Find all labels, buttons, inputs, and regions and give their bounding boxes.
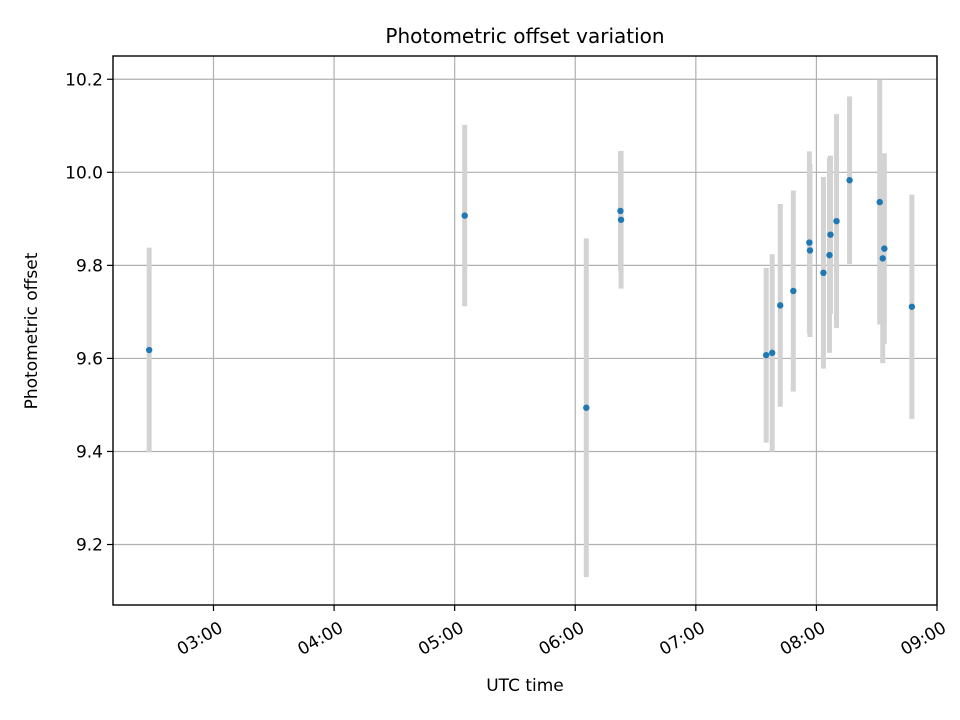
data-point-4	[617, 216, 625, 223]
data-point-2	[583, 404, 590, 411]
data-point-11	[820, 269, 827, 277]
y-tick-label-1: 9.4	[76, 442, 103, 462]
y-tick-label-4: 10.0	[65, 163, 103, 183]
plot-frame	[112, 55, 938, 606]
data-point-13	[827, 231, 834, 238]
data-point-17	[879, 255, 886, 262]
data-point-14	[833, 217, 840, 225]
y-tick-label-0: 9.2	[76, 536, 103, 556]
data-point-5	[762, 351, 770, 359]
data-point-0	[145, 346, 153, 354]
y-axis-label: Photometric offset	[22, 252, 42, 409]
data-point-1	[461, 212, 468, 219]
data-point-19	[908, 303, 916, 310]
data-point-18	[881, 245, 888, 252]
data-point-12	[826, 251, 833, 259]
y-tick-label-3: 9.8	[76, 256, 103, 276]
data-points	[145, 177, 916, 411]
grid	[113, 56, 938, 605]
chart-title: Photometric offset variation	[385, 24, 664, 48]
y-tick-label-5: 10.2	[65, 70, 103, 90]
y-tick-label-2: 9.6	[76, 349, 103, 369]
data-point-15	[846, 177, 853, 184]
data-point-10	[806, 247, 814, 254]
data-point-9	[806, 239, 813, 246]
data-point-7	[777, 302, 784, 309]
x-axis-label: UTC time	[486, 676, 564, 696]
data-point-6	[769, 349, 776, 357]
data-point-3	[617, 207, 624, 215]
data-point-16	[876, 198, 883, 206]
data-point-8	[790, 287, 797, 295]
